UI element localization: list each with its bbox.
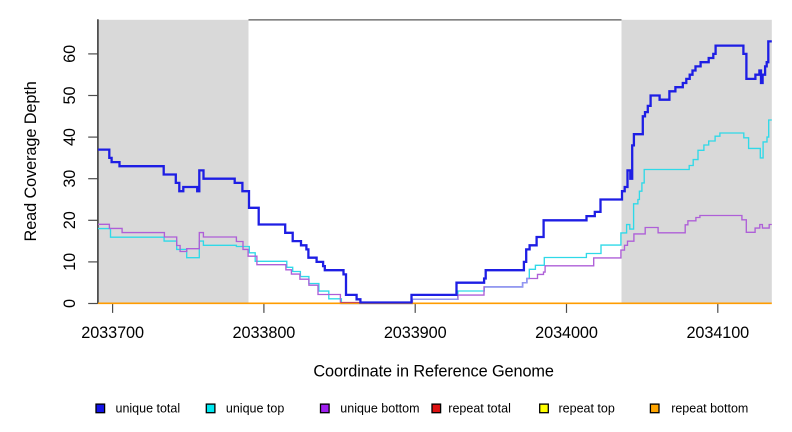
svg-text:2034100: 2034100 [686, 324, 749, 342]
svg-text:unique bottom: unique bottom [340, 402, 419, 416]
svg-text:40: 40 [61, 128, 79, 146]
svg-text:2034000: 2034000 [535, 324, 598, 342]
svg-text:repeat total: repeat total [448, 402, 511, 416]
svg-text:60: 60 [61, 45, 79, 63]
svg-text:unique top: unique top [226, 402, 284, 416]
svg-text:30: 30 [61, 170, 79, 188]
svg-text:repeat bottom: repeat bottom [671, 402, 748, 416]
svg-text:50: 50 [61, 87, 79, 105]
svg-text:2033800: 2033800 [233, 324, 296, 342]
svg-text:Coordinate in Reference Genome: Coordinate in Reference Genome [313, 362, 554, 380]
svg-text:10: 10 [61, 253, 79, 271]
svg-text:Read Coverage Depth: Read Coverage Depth [22, 81, 40, 241]
svg-text:unique total: unique total [116, 402, 181, 416]
svg-text:20: 20 [61, 211, 79, 229]
svg-text:repeat top: repeat top [559, 402, 615, 416]
svg-text:0: 0 [61, 299, 79, 308]
svg-text:2033700: 2033700 [81, 324, 144, 342]
svg-text:2033900: 2033900 [384, 324, 447, 342]
